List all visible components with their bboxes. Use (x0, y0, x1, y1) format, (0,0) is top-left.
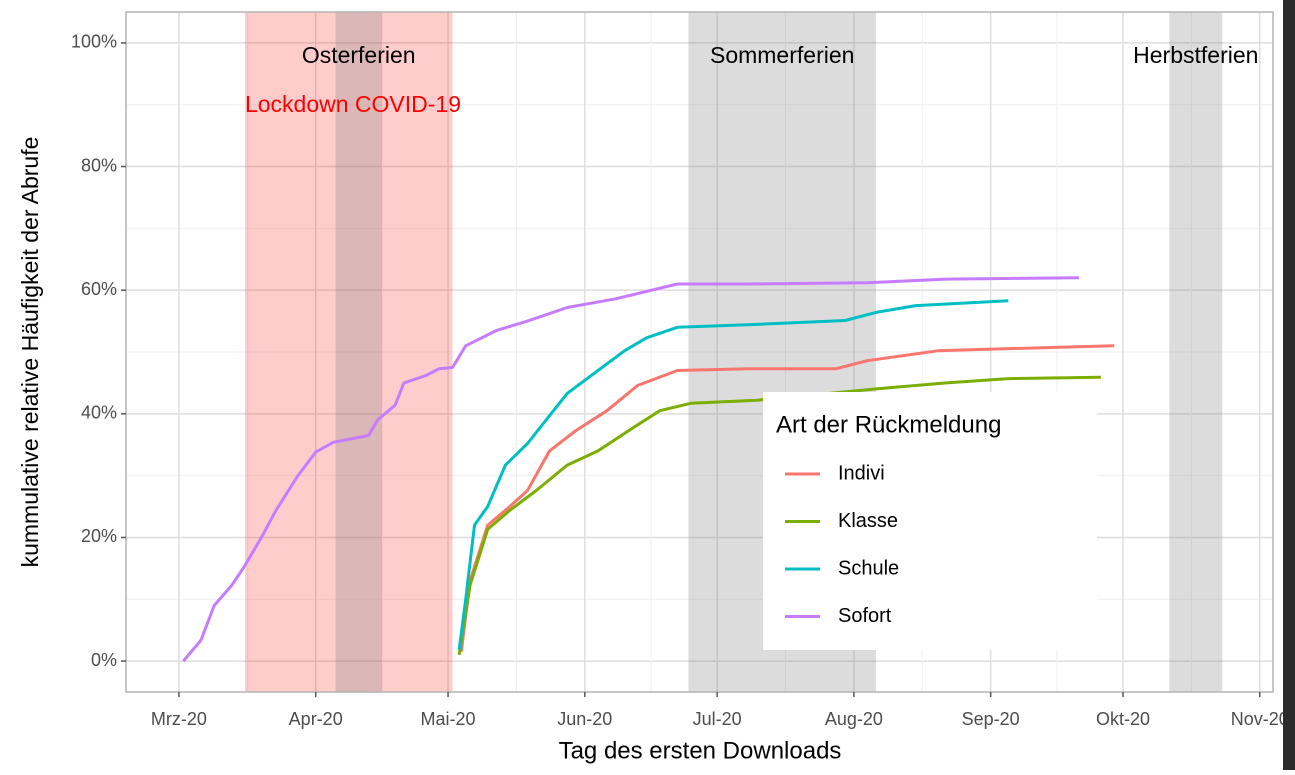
legend-label: Sofort (838, 605, 892, 627)
y-tick-label: 0% (91, 650, 117, 670)
series-line (457, 375, 1101, 656)
period-band (1169, 12, 1223, 692)
x-tick-label: Jun-20 (557, 709, 612, 729)
period-label: Sommerferien (710, 42, 854, 68)
legend-label: Schule (838, 557, 899, 579)
period-label: Osterferien (302, 42, 416, 68)
period-band (335, 12, 382, 692)
y-tick-label: 40% (81, 403, 117, 423)
x-tick-label: Okt-20 (1096, 709, 1150, 729)
x-tick-label: Jul-20 (693, 709, 742, 729)
x-tick-label: Aug-20 (825, 709, 883, 729)
x-tick-label: Mrz-20 (151, 709, 207, 729)
x-tick-label: Nov-20 (1231, 709, 1289, 729)
series-line (459, 344, 1115, 652)
x-tick-label: Apr-20 (289, 709, 343, 729)
series-line (457, 299, 1009, 651)
window-edge (1283, 0, 1295, 770)
period-band (245, 12, 453, 692)
x-tick-label: Sep-20 (962, 709, 1020, 729)
x-tick-label: Mai-20 (421, 709, 476, 729)
panel-border (125, 11, 1274, 693)
y-tick-label: 60% (81, 279, 117, 299)
y-tick-label: 80% (81, 155, 117, 175)
period-label: Lockdown COVID-19 (245, 91, 461, 117)
y-tick-label: 20% (81, 526, 117, 546)
y-axis-title: kummulative relative Häufigkeit der Abru… (17, 137, 43, 568)
legend-label: Indivi (838, 462, 885, 484)
legend-title: Art der Rückmeldung (776, 411, 1001, 438)
series-line (182, 276, 1079, 663)
y-tick-label: 100% (71, 32, 117, 52)
plot-layer: Lockdown COVID-19 Osterferien Sommerferien… (71, 11, 1289, 729)
period-label: Herbstferien (1133, 42, 1258, 68)
x-axis-title: Tag des ersten Downloads (559, 737, 842, 764)
legend-label: Klasse (838, 510, 898, 532)
